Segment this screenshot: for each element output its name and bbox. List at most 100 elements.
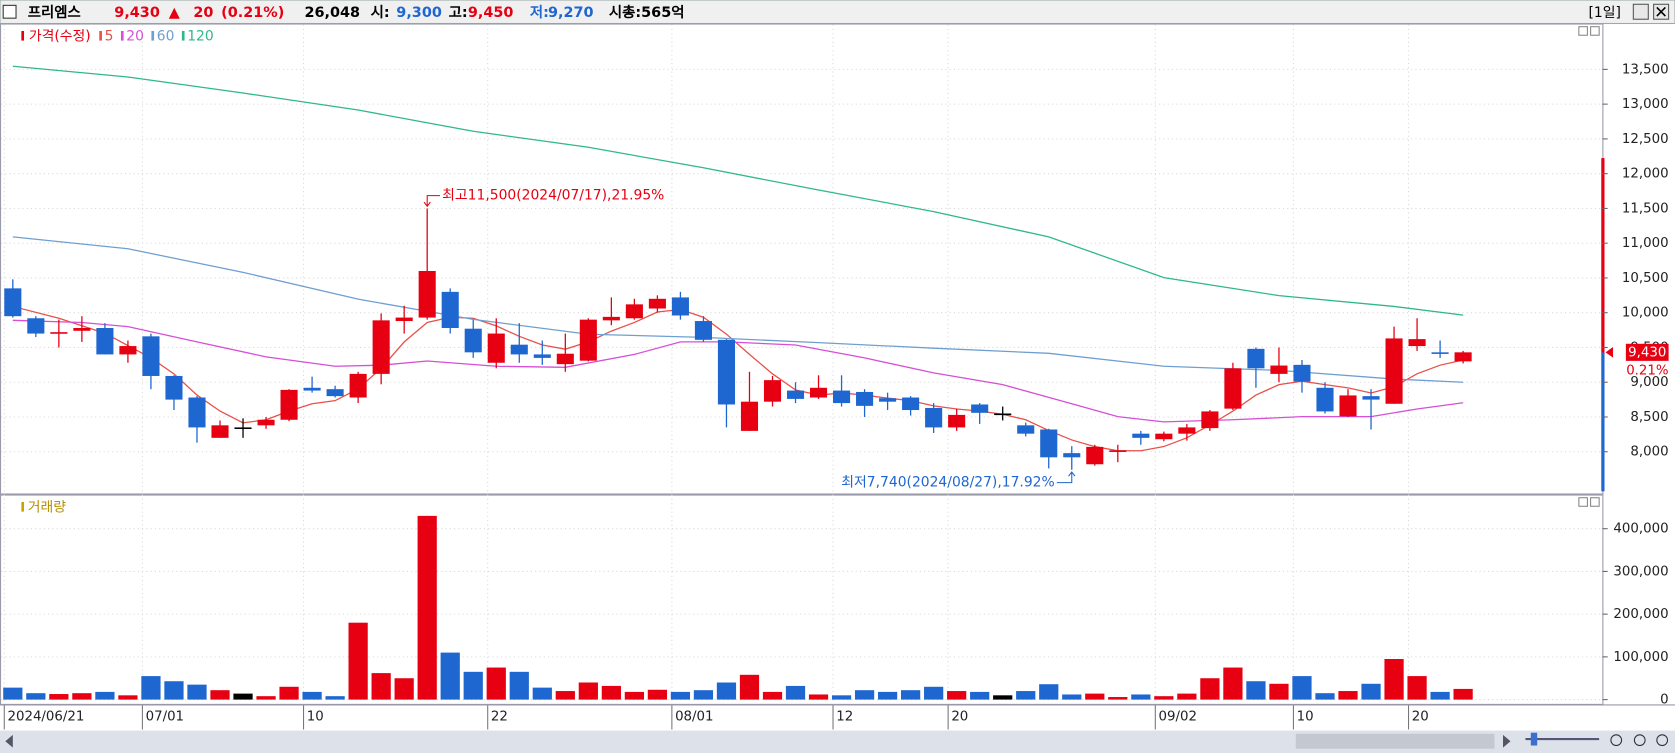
volume-bar xyxy=(49,694,69,700)
candle-body xyxy=(1132,433,1150,438)
legend-label: 120 xyxy=(187,28,213,44)
candle-body xyxy=(533,354,551,358)
x-tick-label: 08/01 xyxy=(675,710,713,725)
x-tick-label: 09/02 xyxy=(1159,710,1197,725)
legend-title: 거래량 xyxy=(28,499,67,515)
volume-bar xyxy=(1246,681,1266,700)
volume-bar xyxy=(555,691,575,700)
volume: 26,048 xyxy=(304,5,360,21)
candle-body xyxy=(1201,411,1219,429)
volume-bar xyxy=(1292,676,1312,700)
candle-body xyxy=(1270,365,1288,374)
volume-bar xyxy=(1108,697,1128,700)
volume-bar xyxy=(1131,694,1151,700)
scroll-left[interactable] xyxy=(5,734,13,748)
x-tick-label: 20 xyxy=(1412,710,1429,725)
volume-bar xyxy=(624,691,644,700)
candle-body xyxy=(648,298,666,309)
y-tick-label: 300,000 xyxy=(1613,564,1668,579)
change-rate: (0.21%) xyxy=(221,5,284,21)
volume-bar xyxy=(233,693,253,700)
volume-bar xyxy=(1384,659,1404,700)
candle-body xyxy=(211,425,229,438)
low: 9,270 xyxy=(548,5,594,21)
candle-body xyxy=(740,401,759,431)
volume-bar xyxy=(210,690,230,700)
volume-bar xyxy=(808,694,829,700)
candle-body xyxy=(1155,433,1173,440)
legend-label: 5 xyxy=(105,28,114,44)
candle-body xyxy=(1454,352,1472,362)
zoom-handle[interactable] xyxy=(1530,732,1538,746)
restore-button[interactable] xyxy=(1632,3,1649,20)
market-cap: 시총:565억 xyxy=(609,3,685,21)
volume-bar xyxy=(141,676,161,700)
scroll-right[interactable] xyxy=(1503,734,1511,748)
candle-body xyxy=(510,344,528,355)
volume-bar xyxy=(486,667,506,700)
panel-button[interactable] xyxy=(1590,497,1600,507)
legend-swatch xyxy=(120,30,124,41)
volume-bar xyxy=(924,686,944,700)
volume-bar xyxy=(509,671,529,700)
candle-body xyxy=(602,316,620,321)
volume-bar xyxy=(601,685,621,700)
volume-bar xyxy=(1338,691,1358,700)
zoom-in[interactable] xyxy=(1633,734,1646,747)
y-tick-label: 11,500 xyxy=(1622,201,1669,216)
candle-body xyxy=(96,327,114,355)
candle-body xyxy=(1040,429,1058,458)
volume-bar xyxy=(1315,693,1335,700)
volume-bar xyxy=(1039,684,1059,700)
volume-bar xyxy=(785,685,806,700)
high: 9,450 xyxy=(468,5,514,21)
candle-body xyxy=(809,387,828,398)
volume-bar xyxy=(72,693,92,700)
y-tick-label: 8,000 xyxy=(1630,445,1668,460)
volume-bar xyxy=(348,622,368,700)
candle-body xyxy=(833,390,851,404)
y-tick-label: 10,000 xyxy=(1622,306,1669,321)
candle-body xyxy=(902,397,920,411)
y-tick-label: 8,500 xyxy=(1630,410,1668,425)
candle-body xyxy=(257,419,275,426)
zoom-out[interactable] xyxy=(1610,734,1623,747)
volume-bar xyxy=(1361,683,1381,700)
y-tick-label: 13,000 xyxy=(1622,97,1669,112)
ma-line xyxy=(12,305,1464,452)
candle-body xyxy=(280,389,298,420)
scrollbar[interactable] xyxy=(0,730,1675,753)
annotation-arrow xyxy=(423,195,441,208)
scroll-thumb[interactable] xyxy=(1295,733,1495,749)
volume-bar xyxy=(463,671,483,700)
period[interactable]: [1일] xyxy=(1588,5,1620,21)
volume-bar xyxy=(325,696,345,700)
volume-bar xyxy=(1407,676,1427,700)
panel-button[interactable] xyxy=(1578,497,1588,507)
volume-bar xyxy=(1223,667,1243,700)
zoom-fit[interactable] xyxy=(1656,734,1669,747)
last-price: 9,430 xyxy=(1628,345,1666,360)
volume-bar xyxy=(118,695,138,700)
legend-swatch xyxy=(21,30,25,41)
volume-bar xyxy=(302,691,322,700)
low-annotation: 최저7,740(2024/08/27),17.92% xyxy=(841,475,1054,491)
panel-button[interactable] xyxy=(1590,26,1600,36)
panel-button[interactable] xyxy=(1578,26,1588,36)
volume-bar xyxy=(1016,691,1036,700)
ma-line xyxy=(12,236,1464,383)
candle-body xyxy=(119,346,137,355)
checkbox[interactable] xyxy=(2,4,17,19)
candle-body xyxy=(948,414,966,428)
volume-bar xyxy=(256,696,276,700)
x-tick-label: 20 xyxy=(951,710,968,725)
close-icon xyxy=(1656,6,1666,17)
volume-bar xyxy=(1453,688,1473,700)
y-tick-label: 10,500 xyxy=(1622,271,1669,286)
candle-body xyxy=(73,327,91,331)
candle-body xyxy=(418,270,436,318)
candle-body xyxy=(925,407,943,428)
volume-bar xyxy=(716,682,737,700)
y-tick-label: 100,000 xyxy=(1613,650,1668,665)
